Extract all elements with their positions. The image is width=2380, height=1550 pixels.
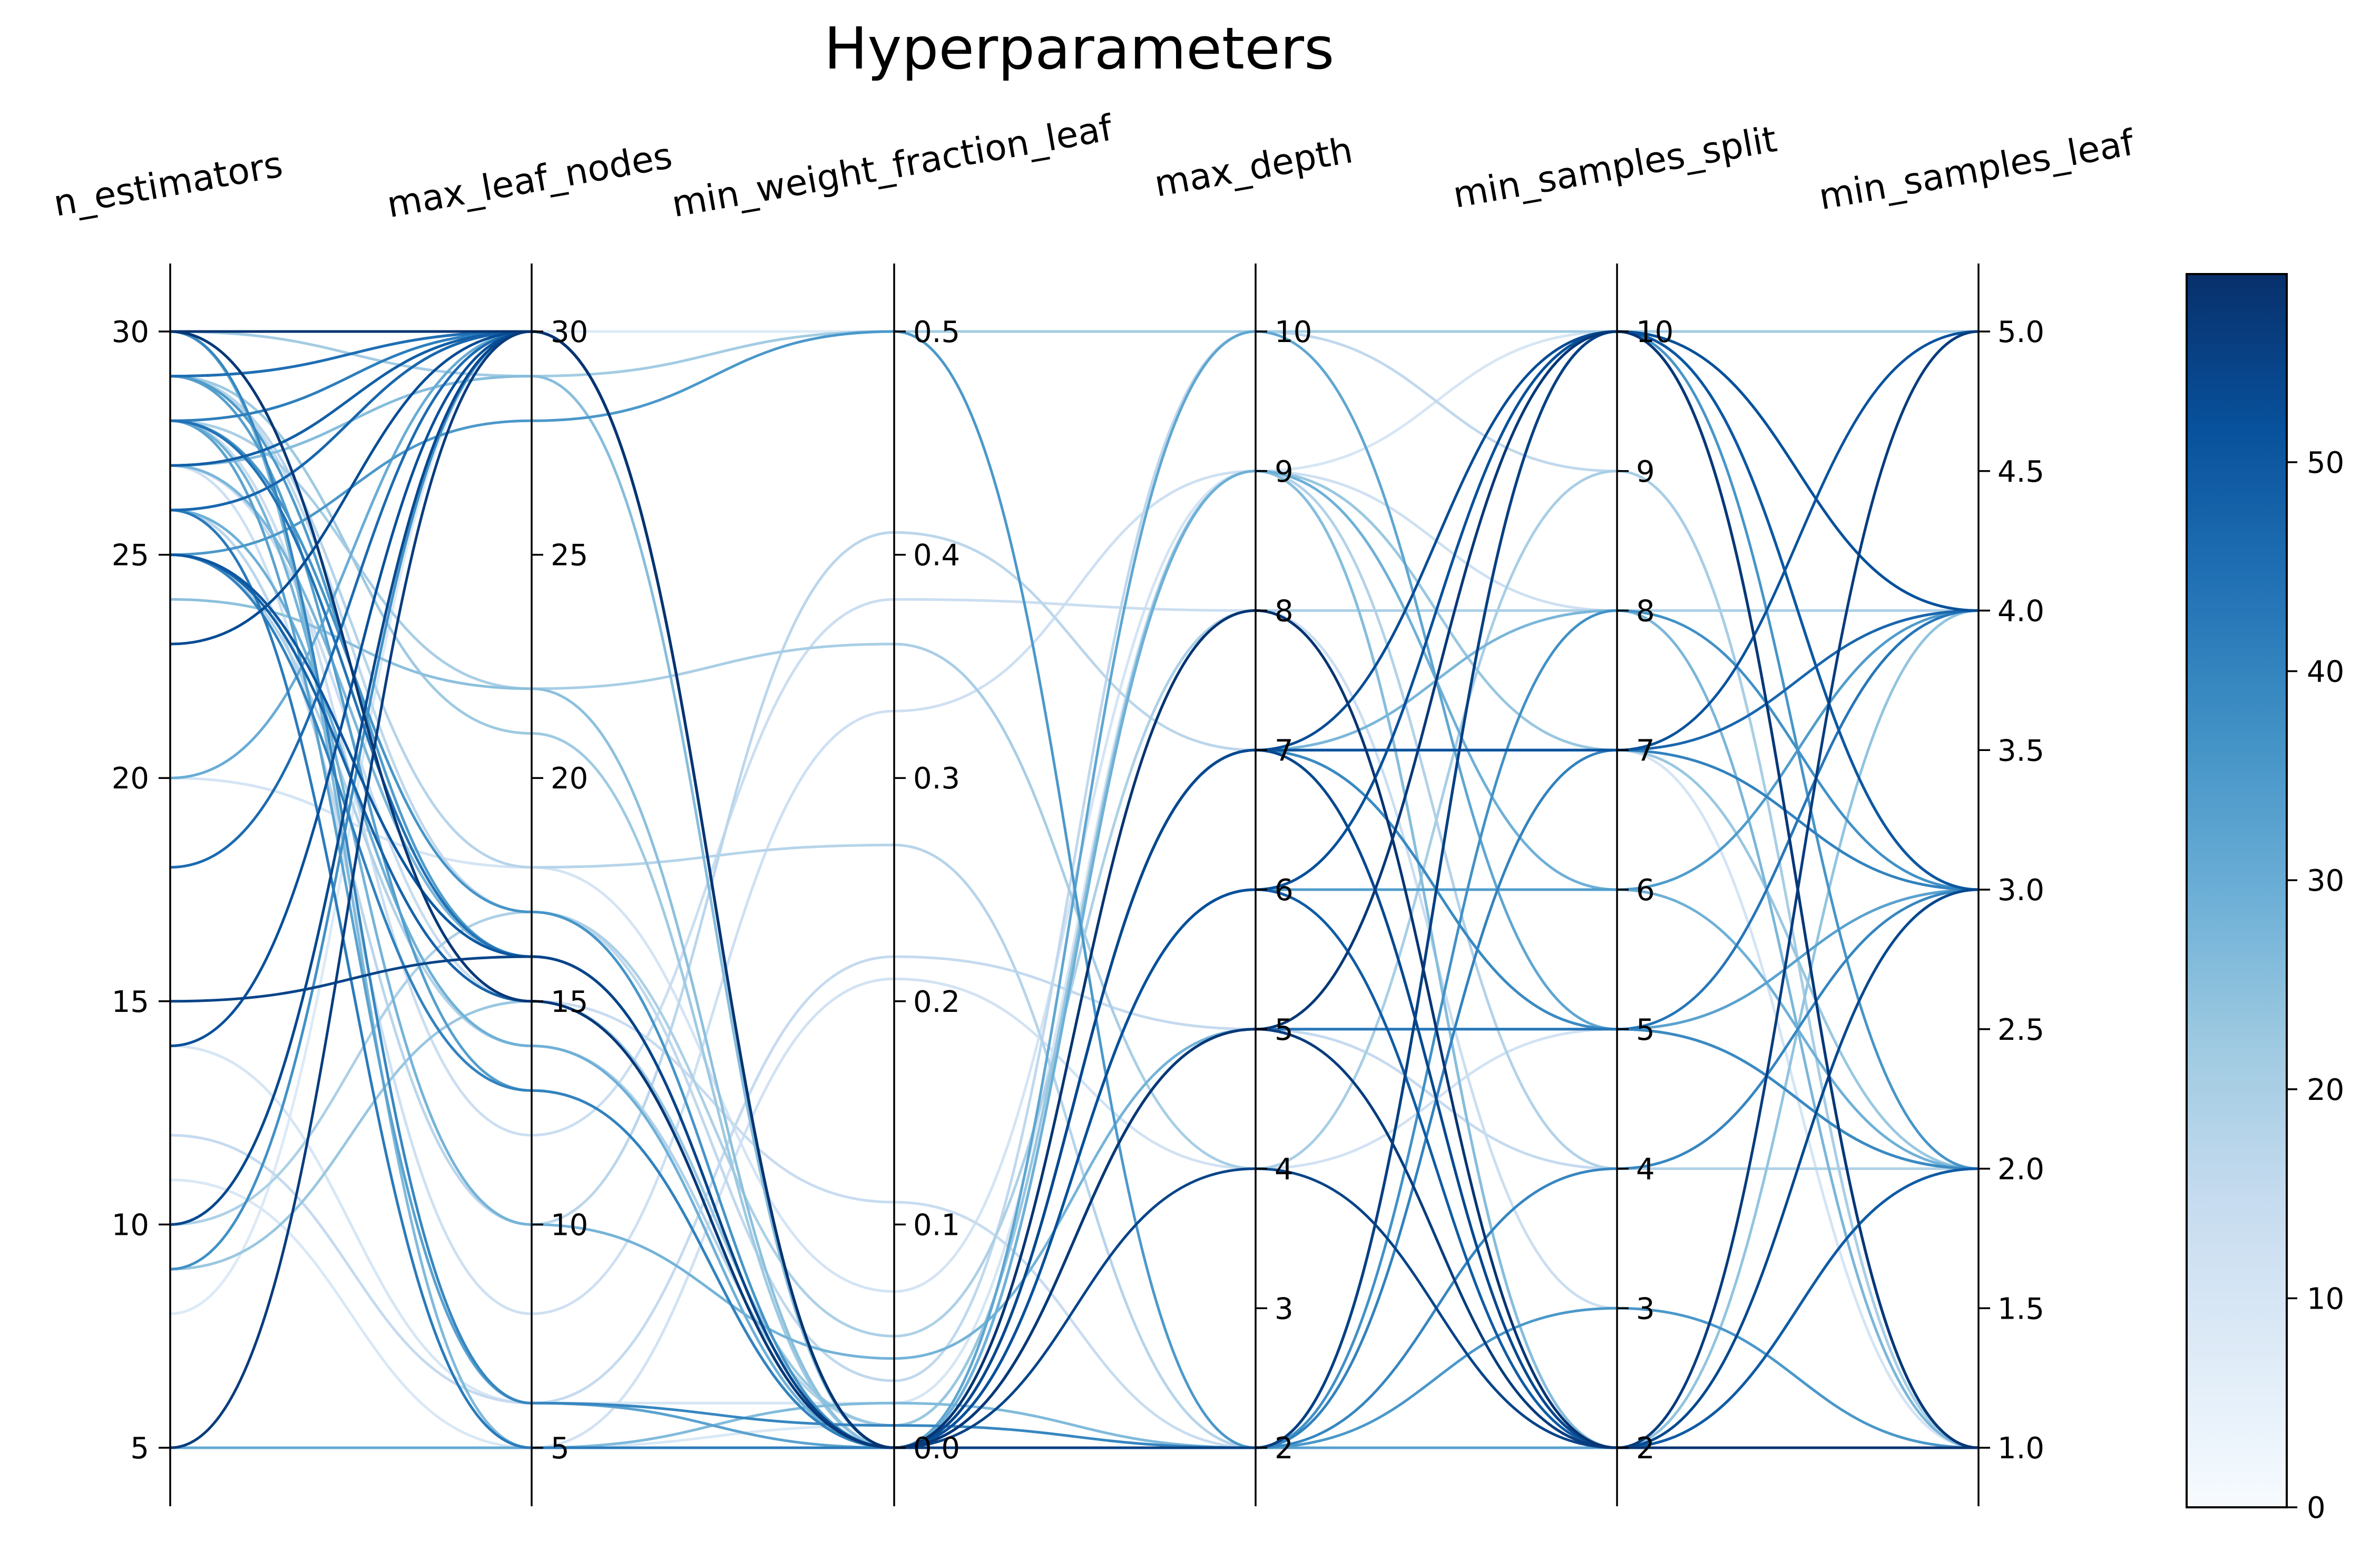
trial-line-20 <box>170 599 1979 1448</box>
axis-label-max_leaf_nodes: max_leaf_nodes <box>384 135 675 226</box>
tick-label: 6 <box>1275 873 1294 908</box>
tick-label: 20 <box>551 762 588 796</box>
tick-label: 8 <box>1275 594 1294 629</box>
tick-label: 25 <box>551 539 588 573</box>
tick-label: 5 <box>551 1431 570 1466</box>
tick-label: 20 <box>112 762 149 796</box>
trial-line-16 <box>170 332 1979 376</box>
tick-label: 4 <box>1636 1153 1655 1187</box>
colorbar-tick-label: 50 <box>2307 446 2344 480</box>
trial-line-38 <box>170 555 1979 1448</box>
tick-label: 4.5 <box>1997 455 2044 489</box>
tick-label: 25 <box>112 539 149 573</box>
tick-label: 30 <box>551 315 588 349</box>
trial-line-18 <box>170 471 1979 1426</box>
colorbar-ticks: 0 10 20 30 40 50 <box>2287 446 2344 1525</box>
tick-label: 3.5 <box>1997 734 2044 768</box>
tick-label: 4.0 <box>1997 594 2044 629</box>
tick-label: 0.2 <box>913 985 960 1019</box>
tick-label: 3.0 <box>1997 873 2044 908</box>
axis-label-max_depth: max_depth <box>1151 130 1356 206</box>
tick-label: 5 <box>130 1431 149 1466</box>
tick-label: 9 <box>1275 455 1294 489</box>
tick-label: 10 <box>1275 315 1312 349</box>
tick-label: 2.5 <box>1997 1013 2044 1047</box>
tick-label: 8 <box>1636 594 1655 629</box>
tick-label: 2 <box>1636 1431 1655 1466</box>
colorbar-tick-label: 0 <box>2307 1491 2326 1525</box>
tick-label: 2 <box>1275 1431 1294 1466</box>
tick-label: 10 <box>551 1208 588 1242</box>
colorbar-tick-label: 20 <box>2307 1073 2344 1107</box>
tick-label: 3 <box>1636 1292 1655 1326</box>
tick-label: 0.4 <box>913 539 960 573</box>
tick-label: 3 <box>1275 1292 1294 1326</box>
tick-label: 5 <box>1275 1013 1294 1047</box>
axis-max_leaf_nodes: max_leaf_nodes 5 10 15 20 25 30 <box>384 135 675 1506</box>
tick-label: 30 <box>112 315 149 349</box>
trial-line-32 <box>170 332 1979 1448</box>
tick-label: 1.0 <box>1997 1431 2044 1466</box>
colorbar-tick-label: 10 <box>2307 1282 2344 1316</box>
chart-title: Hyperparameters <box>824 15 1335 82</box>
tick-label: 5.0 <box>1997 315 2044 349</box>
tick-label: 4 <box>1275 1153 1294 1187</box>
trial-line-11 <box>170 332 1979 1224</box>
tick-label: 1.5 <box>1997 1292 2044 1326</box>
tick-label: 9 <box>1636 455 1655 489</box>
axis-label-min_weight_fraction_leaf: min_weight_fraction_leaf <box>669 107 1116 226</box>
tick-label: 7 <box>1636 734 1655 768</box>
colorbar-tick-label: 40 <box>2307 655 2344 689</box>
trial-lines <box>170 332 1979 1448</box>
tick-label: 6 <box>1636 873 1655 908</box>
axis-label-n_estimators: n_estimators <box>51 144 286 225</box>
axis-label-min_samples_leaf: min_samples_leaf <box>1816 122 2138 218</box>
colorbar-tick-label: 30 <box>2307 864 2344 898</box>
tick-label: 5 <box>1636 1013 1655 1047</box>
axis-max_depth: max_depth 2 3 4 5 6 7 8 9 10 <box>1151 130 1356 1506</box>
tick-label: 0.3 <box>913 762 960 796</box>
colorbar: 0 10 20 30 40 50 <box>2187 274 2344 1525</box>
tick-label: 10 <box>112 1208 149 1242</box>
tick-label: 15 <box>551 985 588 1019</box>
trial-line-9 <box>170 957 1979 1403</box>
tick-label: 7 <box>1275 734 1294 768</box>
colorbar-gradient <box>2187 274 2287 1507</box>
tick-label: 2.0 <box>1997 1153 2044 1187</box>
tick-label: 0.5 <box>913 315 960 349</box>
tick-label: 10 <box>1636 315 1673 349</box>
tick-label: 15 <box>112 985 149 1019</box>
tick-label: 0.1 <box>913 1208 960 1242</box>
tick-label: 0.0 <box>913 1431 960 1466</box>
axis-label-min_samples_split: min_samples_split <box>1450 119 1780 217</box>
